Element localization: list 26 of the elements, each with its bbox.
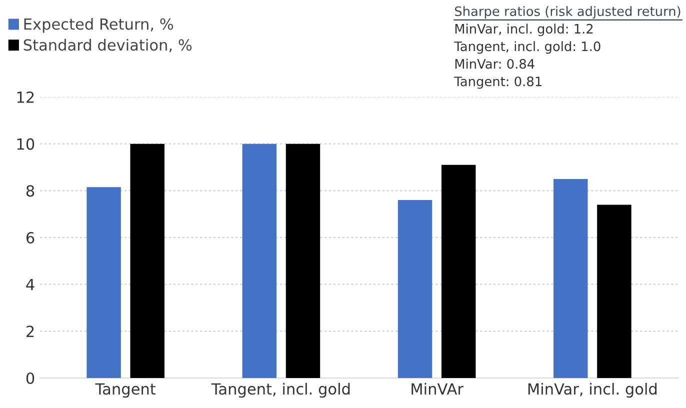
text: Tangent: 0.81: [454, 76, 542, 89]
text: MinVar, incl. gold: 1.2: [455, 24, 593, 36]
bar: [86, 187, 121, 378]
bar: [441, 164, 476, 378]
bar: [242, 144, 277, 378]
text: MinVar: 0.84: [455, 58, 534, 69]
x-tick-label: MinVar, incl. gold: [528, 382, 657, 398]
y-tick-label: 8: [26, 185, 34, 197]
bar: [398, 200, 432, 378]
y-tick-label: 2: [26, 326, 34, 337]
y-tick-label: 0: [26, 372, 34, 384]
bar: [597, 204, 632, 378]
text: Sharpe ratios (risk adjusted return): [454, 6, 680, 19]
y-tick-label: 4: [26, 279, 34, 290]
text: Tangent, incl. gold: 1.0: [454, 41, 600, 54]
legend-label: Standard deviation, %: [24, 38, 192, 52]
bar: [554, 178, 588, 378]
y-tick-label: 6: [26, 232, 34, 244]
x-tick-label: MinVAr: [412, 382, 464, 394]
y-tick-label: 12: [17, 91, 34, 103]
legend-label: Expected Return, %: [24, 18, 174, 33]
bar: [286, 144, 320, 378]
y-tick-label: 10: [17, 138, 34, 150]
bar: [130, 144, 164, 378]
x-tick-label: Tangent: [95, 383, 156, 398]
x-tick-label: Tangent, incl. gold: [211, 382, 350, 398]
